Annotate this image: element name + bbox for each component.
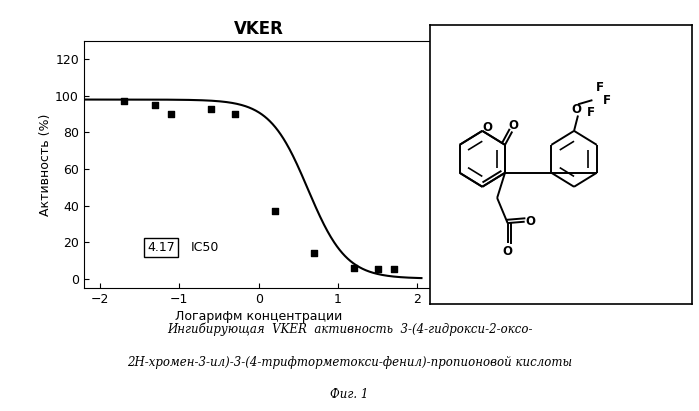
Text: Фиг. 1: Фиг. 1 <box>331 388 368 402</box>
Point <box>206 105 217 112</box>
Text: 4.17: 4.17 <box>147 241 175 254</box>
Title: VKER: VKER <box>233 20 284 38</box>
Text: IC50: IC50 <box>191 241 219 254</box>
Point <box>372 266 383 273</box>
Text: 2Н-хромен-3-ил)-3-(4-трифторметокси-фенил)-пропионовой кислоты: 2Н-хромен-3-ил)-3-(4-трифторметокси-фени… <box>127 356 572 369</box>
Point <box>118 98 129 105</box>
Text: Ингибирующая  VKER  активность  3-(4-гидрокси-2-оксо-: Ингибирующая VKER активность 3-(4-гидрок… <box>167 323 532 336</box>
X-axis label: Логарифм концентрации: Логарифм концентрации <box>175 310 343 323</box>
Point <box>229 111 240 118</box>
Point <box>348 264 359 271</box>
Text: O: O <box>503 245 512 258</box>
Y-axis label: Активность (%): Активность (%) <box>39 113 52 216</box>
Text: F: F <box>587 106 595 119</box>
Point <box>388 266 399 273</box>
Point <box>166 111 177 118</box>
Text: O: O <box>526 215 535 228</box>
Point <box>269 208 280 214</box>
Point <box>150 102 161 109</box>
Text: O: O <box>509 119 519 132</box>
Text: F: F <box>603 94 611 106</box>
Text: O: O <box>482 121 492 134</box>
Text: F: F <box>596 81 604 94</box>
Point <box>309 250 320 256</box>
Text: O: O <box>572 103 582 116</box>
